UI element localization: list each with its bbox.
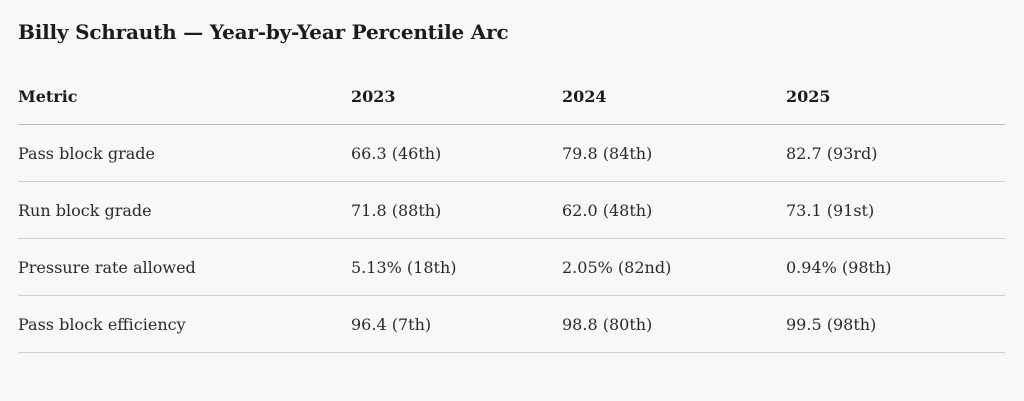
value-cell-2024: 62.0 (48th) [562, 181, 786, 239]
value-cell-2025: 99.5 (98th) [786, 295, 1005, 353]
value-cell-2023: 66.3 (46th) [351, 124, 562, 182]
column-header-metric: Metric [18, 68, 351, 125]
value-cell-2025: 73.1 (91st) [786, 181, 1005, 239]
column-header-2024: 2024 [562, 68, 786, 125]
table-header-row: Metric 2023 2024 2025 [18, 68, 1005, 125]
table-row: Run block grade 71.8 (88th) 62.0 (48th) … [18, 181, 1005, 239]
metric-cell: Run block grade [18, 181, 351, 239]
value-cell-2024: 79.8 (84th) [562, 124, 786, 182]
table-row: Pass block grade 66.3 (46th) 79.8 (84th)… [18, 124, 1005, 182]
value-cell-2025: 0.94% (98th) [786, 238, 1005, 296]
table-row: Pass block efficiency 96.4 (7th) 98.8 (8… [18, 295, 1005, 353]
metric-cell: Pass block grade [18, 124, 351, 182]
table-row: Pressure rate allowed 5.13% (18th) 2.05%… [18, 238, 1005, 296]
column-header-2025: 2025 [786, 68, 1005, 125]
value-cell-2023: 71.8 (88th) [351, 181, 562, 239]
metric-cell: Pass block efficiency [18, 295, 351, 353]
value-cell-2023: 96.4 (7th) [351, 295, 562, 353]
column-header-2023: 2023 [351, 68, 562, 125]
value-cell-2024: 2.05% (82nd) [562, 238, 786, 296]
page-title: Billy Schrauth — Year-by-Year Percentile… [18, 20, 509, 44]
metric-cell: Pressure rate allowed [18, 238, 351, 296]
value-cell-2024: 98.8 (80th) [562, 295, 786, 353]
value-cell-2025: 82.7 (93rd) [786, 124, 1005, 182]
percentile-table: Metric 2023 2024 2025 Pass block grade 6… [18, 68, 1005, 353]
value-cell-2023: 5.13% (18th) [351, 238, 562, 296]
